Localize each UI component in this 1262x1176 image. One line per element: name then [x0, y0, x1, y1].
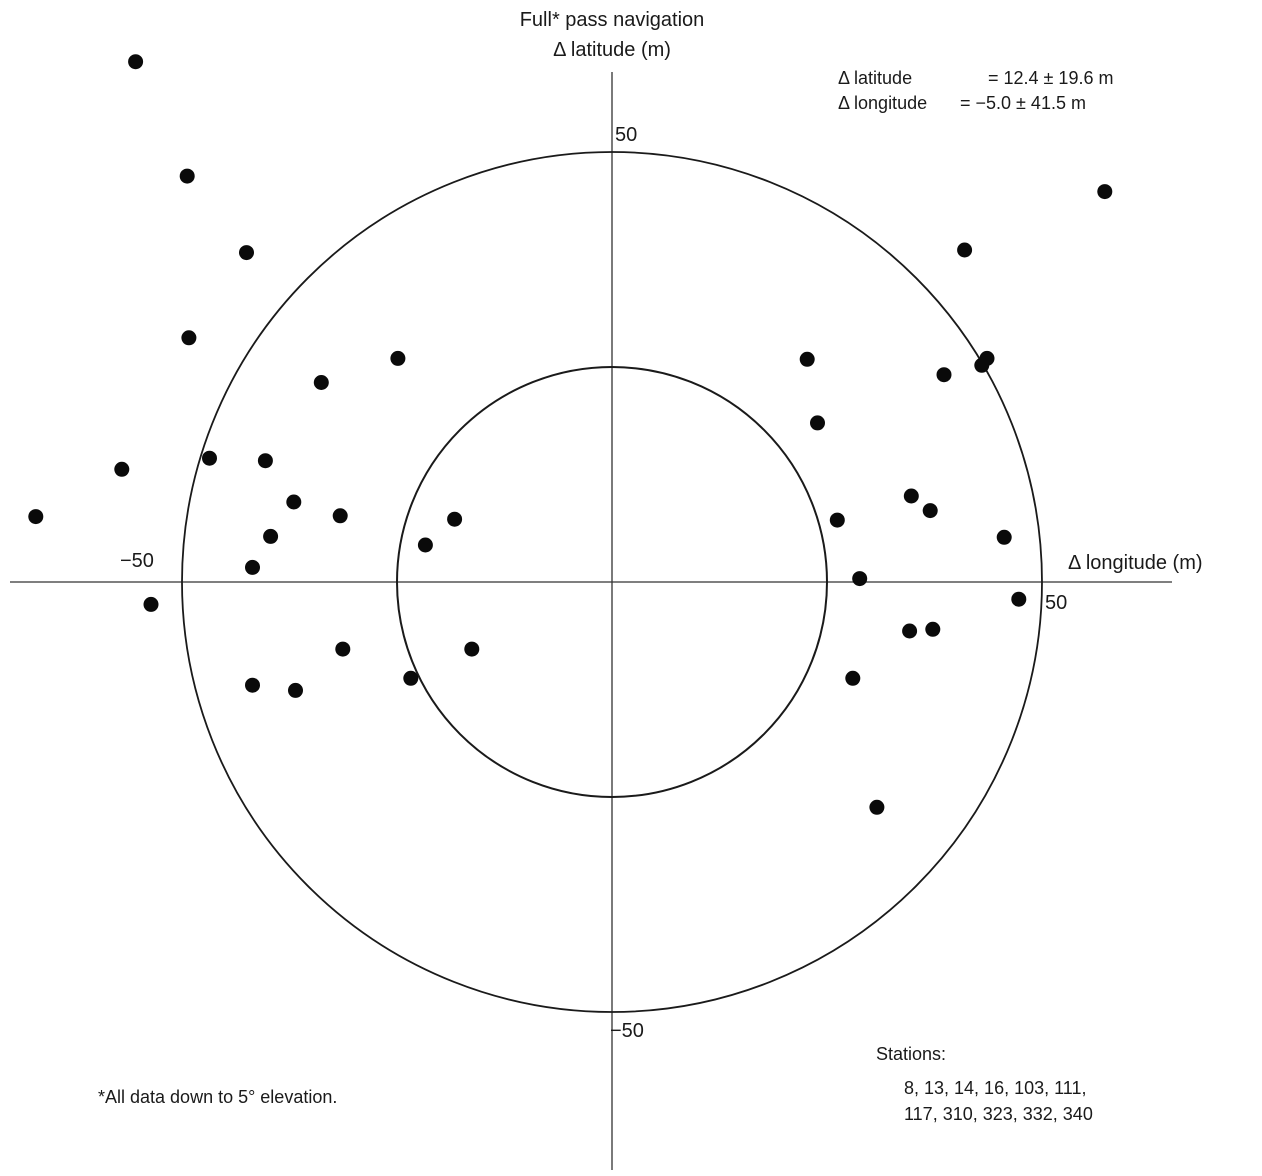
data-point — [957, 242, 973, 258]
stats-lon-value: = −5.0 ± 41.5 m — [960, 93, 1086, 113]
data-point — [922, 503, 938, 519]
data-point — [181, 330, 197, 346]
data-point — [925, 621, 941, 637]
tick-x-pos-50: 50 — [1045, 592, 1067, 614]
stats-lat-label: Δ latitude — [838, 68, 912, 88]
data-point — [1011, 591, 1027, 607]
data-point — [263, 528, 279, 544]
data-point — [28, 509, 44, 525]
data-point — [202, 450, 217, 466]
stats-lat-value: = 12.4 ± 19.6 m — [988, 68, 1113, 88]
stats-box: Δ latitude = 12.4 ± 19.6 m Δ longitude =… — [838, 68, 1113, 113]
data-point — [417, 537, 433, 553]
y-axis-label: Δ latitude (m) — [553, 39, 671, 61]
data-point — [257, 453, 273, 469]
data-point — [179, 168, 195, 184]
tick-y-pos-50: 50 — [615, 124, 637, 146]
data-point — [286, 494, 302, 510]
data-point — [829, 512, 845, 528]
data-point — [239, 245, 254, 261]
x-axis-label: Δ longitude (m) — [1068, 552, 1203, 574]
data-point — [464, 641, 480, 657]
data-point — [810, 415, 825, 431]
data-point — [245, 559, 260, 575]
data-point — [335, 641, 351, 657]
ring-50m — [181, 151, 1043, 1013]
data-point — [996, 529, 1012, 545]
stations-line-1: 8, 13, 14, 16, 103, 111, — [904, 1078, 1086, 1098]
data-point — [143, 596, 159, 612]
stats-lon-label: Δ longitude — [838, 93, 927, 113]
ring-25m — [396, 366, 828, 798]
data-point — [288, 682, 303, 698]
data-point — [974, 357, 990, 373]
data-point — [852, 571, 868, 587]
data-point — [114, 461, 130, 477]
data-point — [903, 488, 919, 504]
data-point — [447, 511, 463, 527]
stations-line-2: 117, 310, 323, 332, 340 — [904, 1104, 1093, 1124]
stations-list: Stations: 8, 13, 14, 16, 103, 111, 117, … — [876, 1044, 1093, 1124]
data-point — [799, 351, 815, 367]
data-point — [332, 508, 348, 524]
chart-title: Full* pass navigation — [520, 9, 705, 31]
data-point — [936, 367, 952, 383]
data-point — [403, 670, 419, 686]
axes — [10, 72, 1172, 1170]
data-point — [869, 799, 885, 815]
tick-y-neg-50: −50 — [610, 1020, 644, 1042]
data-point — [128, 54, 144, 70]
footnote: *All data down to 5° elevation. — [98, 1087, 337, 1107]
stations-label: Stations: — [876, 1044, 946, 1064]
data-point — [902, 623, 918, 639]
data-point — [390, 350, 406, 366]
data-point — [313, 375, 329, 390]
data-points — [28, 54, 1113, 815]
data-point — [1097, 184, 1113, 200]
tick-x-neg-50: −50 — [120, 550, 154, 572]
data-point — [245, 677, 260, 693]
data-point — [845, 670, 861, 686]
